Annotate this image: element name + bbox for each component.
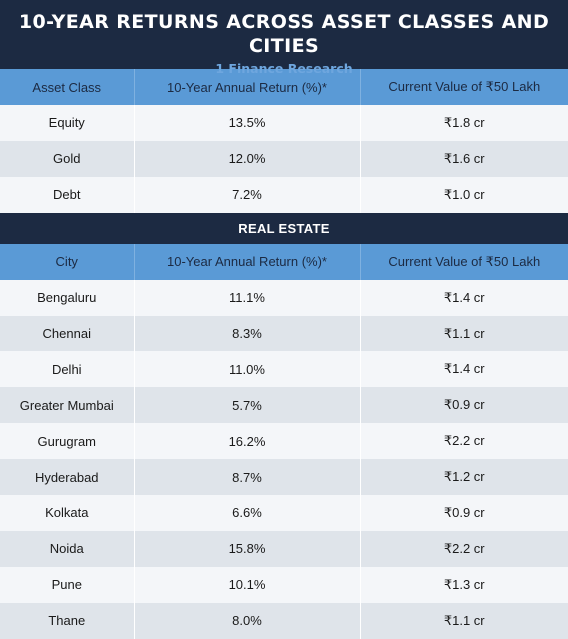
city-name: Thane [0,602,135,639]
annual-return: 8.7% [134,459,361,496]
city-name: Gurugram [0,423,135,460]
asset-name: Gold [0,140,135,177]
table-row: Noida 15.8% ₹2.2 cr [0,530,568,567]
column-header-asset-class: Asset Class [0,69,135,105]
table-row: Kolkata 6.6% ₹0.9 cr [0,495,568,531]
annual-return: 10.1% [134,566,361,603]
table-row: Thane 8.0% ₹1.1 cr [0,602,568,639]
current-value: ₹1.6 cr [360,140,568,177]
annual-return: 15.8% [134,530,361,567]
current-value: ₹0.9 cr [360,387,568,424]
table-row: Chennai 8.3% ₹1.1 cr [0,315,568,352]
table-row: Pune 10.1% ₹1.3 cr [0,566,568,603]
current-value: ₹1.0 cr [360,176,568,213]
annual-return: 16.2% [134,423,361,460]
current-value: ₹1.3 cr [360,566,568,603]
annual-return: 7.2% [134,176,361,213]
annual-return: 8.3% [134,315,361,352]
current-value: ₹1.1 cr [360,602,568,639]
table-row: Equity 13.5% ₹1.8 cr [0,105,568,141]
current-value: ₹2.2 cr [360,530,568,567]
city-name: Hyderabad [0,459,135,496]
city-name: Pune [0,566,135,603]
asset-name: Debt [0,176,135,213]
table-row: Gold 12.0% ₹1.6 cr [0,140,568,177]
asset-class-table: Asset Class 10-Year Annual Return (%)* C… [0,69,568,213]
column-header-city: City [0,243,135,280]
table-row: Gurugram 16.2% ₹2.2 cr [0,423,568,460]
annual-return: 12.0% [134,140,361,177]
table-row: Greater Mumbai 5.7% ₹0.9 cr [0,387,568,424]
city-name: Kolkata [0,495,135,531]
current-value: ₹1.4 cr [360,279,568,316]
asset-table-header-row: Asset Class 10-Year Annual Return (%)* C… [0,69,568,105]
header: 10-YEAR RETURNS ACROSS ASSET CLASSES AND… [0,0,568,76]
current-value: ₹2.2 cr [360,423,568,460]
city-name: Chennai [0,315,135,352]
table-row: Debt 7.2% ₹1.0 cr [0,176,568,213]
table-row: Hyderabad 8.7% ₹1.2 cr [0,459,568,496]
city-table: City 10-Year Annual Return (%)* Current … [0,243,568,639]
current-value: ₹1.1 cr [360,315,568,352]
annual-return: 11.0% [134,351,361,388]
annual-return: 8.0% [134,602,361,639]
city-name: Greater Mumbai [0,387,135,424]
asset-name: Equity [0,105,135,141]
current-value: ₹1.8 cr [360,105,568,141]
column-header-annual-return: 10-Year Annual Return (%)* [134,243,361,280]
annual-return: 5.7% [134,387,361,424]
current-value: ₹0.9 cr [360,495,568,531]
annual-return: 11.1% [134,279,361,316]
annual-return: 13.5% [134,105,361,141]
city-name: Noida [0,530,135,567]
table-row: Bengaluru 11.1% ₹1.4 cr [0,279,568,316]
annual-return: 6.6% [134,495,361,531]
table-row: Delhi 11.0% ₹1.4 cr [0,351,568,388]
section-label-real-estate: REAL ESTATE [0,212,568,244]
current-value: ₹1.4 cr [360,351,568,388]
column-header-annual-return: 10-Year Annual Return (%)* [134,69,361,105]
column-header-current-value: Current Value of ₹50 Lakh [360,243,568,280]
column-header-current-value: Current Value of ₹50 Lakh [360,69,568,105]
city-name: Delhi [0,351,135,388]
city-table-header-row: City 10-Year Annual Return (%)* Current … [0,243,568,280]
current-value: ₹1.2 cr [360,459,568,496]
city-name: Bengaluru [0,279,135,316]
page-title: 10-YEAR RETURNS ACROSS ASSET CLASSES AND… [18,11,550,57]
page-subtitle: 1 Finance Research [215,61,353,76]
